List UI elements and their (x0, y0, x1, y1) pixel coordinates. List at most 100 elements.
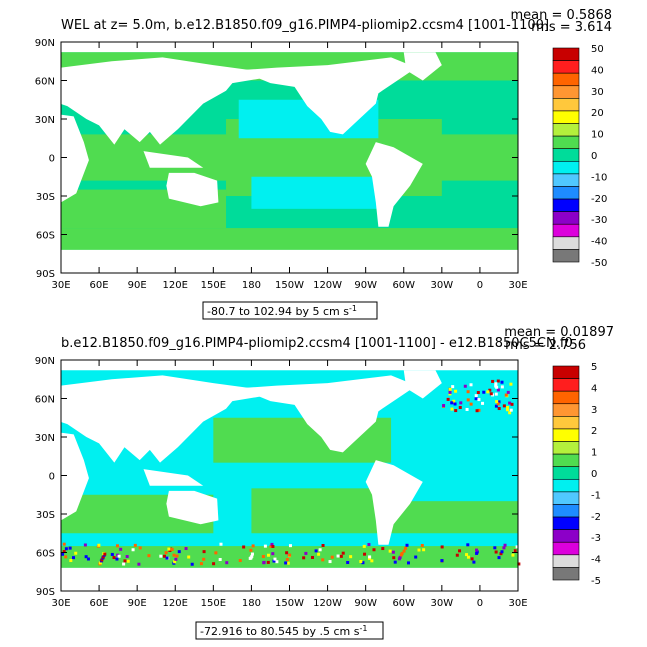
longitude-axis: 30E 60E 90E 120E 150E 180 150W 120W 90W 60W 30W 0 30… (51, 360, 528, 609)
colorbar-label: 5 (591, 362, 597, 373)
ocean-band (61, 228, 518, 250)
anomaly-cell (167, 547, 171, 551)
anomaly-cell (474, 394, 478, 398)
anomaly-cell (502, 546, 506, 550)
anomaly-cell (225, 561, 229, 565)
anomaly-cell (202, 557, 206, 561)
lat-label: 30N (35, 115, 55, 126)
colorbar-label: -10 (591, 172, 607, 183)
colorbar-swatch (552, 47, 580, 61)
anomaly-cell (214, 551, 218, 555)
anomaly-cell (311, 555, 315, 559)
anomaly-cell (488, 388, 492, 392)
anomaly-cell (496, 402, 500, 406)
anomaly-cell (72, 556, 76, 560)
anomaly-cell (494, 404, 498, 408)
colorbar-swatch (552, 491, 580, 505)
landmass-africa (3, 430, 89, 521)
anomaly-cell (420, 543, 424, 547)
anomaly-cell (440, 559, 444, 563)
colorbar-swatch (552, 567, 580, 581)
anomaly-cell (368, 557, 372, 561)
landmass-north_america (238, 57, 417, 135)
anomaly-cell (393, 560, 397, 564)
lon-label: 30E (51, 598, 70, 609)
colorbar: 5 4 3 2 1 0 -1 -2 -3 -4 -5 (552, 362, 601, 587)
colorbar-swatch (552, 249, 580, 263)
colorbar-label: -20 (591, 194, 607, 205)
anomaly-cell (372, 548, 376, 552)
anomaly-cell (503, 543, 507, 547)
colorbar-swatch (552, 72, 580, 87)
colorbar-label: -50 (591, 258, 607, 269)
anomaly-cell (263, 544, 267, 548)
anomaly-cell (481, 401, 485, 405)
anomaly-cell (284, 561, 288, 565)
lon-label: 120E (163, 598, 188, 609)
range-box (195, 621, 384, 640)
anomaly-cell (491, 379, 495, 383)
anomaly-cell (414, 555, 418, 559)
anomaly-cell (117, 554, 121, 558)
anomaly-cell (190, 562, 194, 566)
anomaly-cell (496, 379, 500, 383)
anomaly-cell (174, 557, 178, 561)
anomaly-cell (459, 401, 463, 405)
anomaly-cell (367, 543, 371, 547)
lat-label: 30N (35, 433, 55, 444)
rms-label: rms = 2.756 (505, 338, 586, 353)
anomaly-cell (446, 397, 450, 401)
colorbar-swatch (552, 110, 580, 124)
anomaly-cell (500, 550, 504, 554)
colorbar-label: -2 (591, 512, 601, 523)
lon-label: 90E (128, 280, 147, 291)
mean-label: mean = 0.01897 (504, 325, 614, 340)
colorbar-label: 30 (591, 87, 604, 98)
anomaly-cell (361, 561, 365, 565)
mean-label: mean = 0.5868 (510, 8, 612, 23)
lon-label: 90E (128, 598, 147, 609)
anomaly-cell (266, 553, 270, 557)
anomaly-cell (83, 543, 87, 547)
anomaly-cell (62, 542, 66, 546)
colorbar-label: 10 (591, 130, 604, 141)
anomaly-cell (370, 559, 374, 563)
anomaly-cell (405, 543, 409, 547)
anomaly-cell (97, 543, 101, 547)
anomaly-cell (466, 555, 470, 559)
lat-label: 30S (36, 192, 55, 203)
lat-label: 0 (49, 154, 55, 165)
anomaly-cell (349, 555, 353, 559)
anomaly-cell (317, 552, 321, 556)
anomaly-cell (187, 555, 191, 559)
anomaly-cell (177, 550, 181, 554)
anomaly-cell (61, 552, 65, 556)
anomaly-cell (506, 405, 510, 409)
anomaly-cell (381, 547, 385, 551)
anomaly-cell (115, 557, 119, 561)
panel-2: b.e12.B1850.f09_g16.PIMP4-pliomip2.ccsm4… (3, 325, 614, 640)
anomaly-cell (271, 544, 275, 548)
lon-label: 150E (201, 280, 226, 291)
colorbar-swatch (552, 173, 580, 187)
anomaly-cell (448, 390, 452, 394)
anomaly-cell (169, 547, 173, 551)
anomaly-cell (250, 554, 254, 558)
colorbar-swatch (552, 160, 580, 175)
anomaly-cell (391, 550, 395, 554)
colorbar-swatch (552, 85, 580, 99)
anomaly-cell (466, 390, 470, 394)
anomaly-cell (508, 401, 512, 405)
range-label: -72.916 to 80.545 by .5 cm s-1 (200, 624, 367, 638)
lon-label: 150W (275, 280, 304, 291)
colorbar-swatch (552, 198, 580, 212)
anomaly-cell (495, 385, 499, 389)
anomaly-cell (270, 542, 274, 546)
anomaly-cell (328, 560, 332, 564)
anomaly-cell (482, 390, 486, 394)
latitude-axis: 90N 60N 30N 0 30S 60S 90S (35, 38, 518, 280)
anomaly-cell (147, 554, 151, 558)
anomaly-cell (454, 409, 458, 413)
anomaly-cell (330, 555, 334, 559)
lat-label: 90S (36, 587, 55, 598)
